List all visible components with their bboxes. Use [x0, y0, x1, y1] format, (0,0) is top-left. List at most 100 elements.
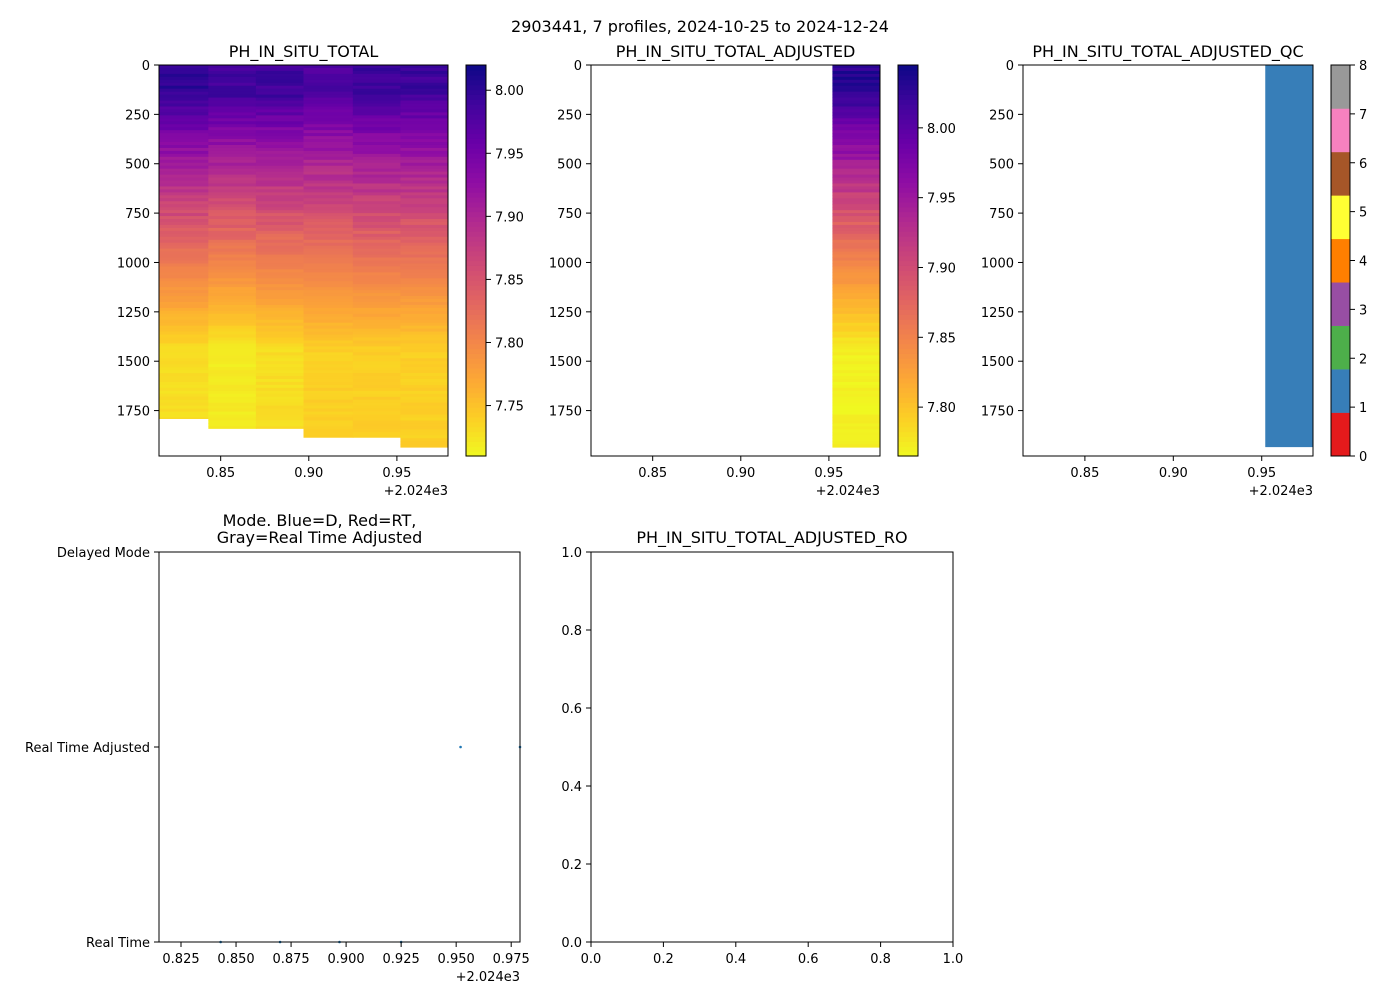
heatmap-cell — [159, 192, 209, 196]
heatmap-cell — [352, 417, 401, 421]
heatmap-cell — [832, 402, 881, 407]
colorbar-segment — [898, 338, 918, 345]
y-tick-label: 0.2 — [561, 858, 582, 873]
heatmap-cell — [208, 266, 257, 270]
heatmap-cell — [159, 221, 209, 226]
heatmap-cell — [400, 219, 449, 223]
heatmap-cell — [352, 189, 401, 193]
heatmap-cell — [352, 207, 401, 211]
heatmap-cell — [303, 245, 354, 250]
heatmap-cell — [832, 355, 881, 359]
heatmap-cell — [255, 293, 304, 297]
y-tick-label: 1250 — [549, 306, 582, 321]
heatmap-cell — [208, 361, 257, 365]
colorbar-segment — [466, 421, 486, 428]
heatmap-cell — [400, 310, 449, 315]
heatmap-cell — [303, 201, 354, 205]
heatmap-cell — [352, 420, 401, 424]
colorbar-tick-label: 7.75 — [495, 400, 524, 415]
heatmap-cell — [832, 343, 881, 347]
heatmap-cell — [832, 275, 881, 279]
heatmap-cell — [208, 216, 257, 220]
colorbar-segment — [466, 412, 486, 418]
heatmap-cell — [352, 245, 401, 250]
heatmap-cell — [352, 423, 401, 427]
heatmap-cell — [832, 221, 881, 226]
heatmap-cell — [208, 213, 257, 217]
heatmap-cell — [303, 287, 354, 291]
heatmap-cell — [255, 124, 304, 128]
heatmap-cell — [832, 370, 881, 374]
colorbar-segment — [466, 152, 486, 159]
heatmap-cell — [832, 381, 881, 386]
heatmap-cell — [255, 91, 304, 96]
colorbar-segment — [898, 216, 918, 222]
heatmap-cell — [352, 221, 401, 226]
heatmap-cell — [159, 355, 209, 359]
heatmap-cell — [303, 399, 354, 404]
heatmap-cell — [159, 133, 209, 137]
heatmap-cell — [208, 322, 257, 327]
heatmap-cell — [255, 319, 304, 324]
qc-colorbar-segment — [1331, 325, 1350, 370]
heatmap-cell — [255, 248, 304, 253]
heatmap-cell — [352, 272, 401, 276]
heatmap-cell — [255, 177, 304, 182]
heatmap-cell — [400, 370, 449, 374]
heatmap-cell — [352, 156, 401, 161]
y-tick-label: 1500 — [981, 355, 1014, 370]
colorbar-segment — [898, 89, 918, 95]
heatmap-cell — [159, 130, 209, 134]
y-tick-label: 500 — [557, 158, 582, 173]
heatmap-cell — [255, 82, 304, 87]
colorbar-segment — [466, 319, 486, 325]
heatmap-cell — [159, 233, 209, 238]
colorbar-segment — [898, 412, 918, 418]
colorbar-segment — [466, 94, 486, 100]
heatmap-cell — [832, 195, 881, 199]
heatmap-cell — [400, 180, 449, 184]
colorbar-segment — [898, 79, 918, 86]
heatmap-cell — [352, 103, 401, 107]
colorbar-segment — [898, 431, 918, 438]
heatmap-cell — [159, 331, 209, 336]
colorbar-segment — [898, 284, 918, 291]
mode-point — [459, 745, 462, 749]
heatmap-cell — [303, 364, 354, 368]
heatmap-cell — [832, 352, 881, 356]
heatmap-cell — [255, 213, 304, 217]
heatmap-cell — [208, 103, 257, 107]
heatmap-cell — [255, 171, 304, 176]
x-tick-label: 0.950 — [438, 952, 475, 967]
colorbar-segment — [466, 358, 486, 364]
heatmap-cell — [832, 325, 881, 330]
heatmap-cell — [208, 376, 257, 380]
heatmap-cell — [303, 310, 354, 315]
heatmap-cell — [208, 337, 257, 341]
colorbar-segment — [466, 392, 486, 398]
heatmap-cell — [303, 112, 354, 116]
heatmap-cell — [400, 304, 449, 309]
heatmap-cell — [255, 139, 304, 143]
heatmap-cell — [303, 156, 354, 161]
heatmap-cell — [159, 239, 209, 244]
heatmap-cell — [352, 201, 401, 205]
heatmap-cell — [303, 370, 354, 374]
colorbar-segment — [466, 69, 486, 76]
colorbar-tick-label: 5 — [1359, 206, 1367, 221]
heatmap-cell — [208, 162, 257, 167]
heatmap-cell — [400, 144, 449, 149]
heatmap-cell — [159, 147, 209, 152]
heatmap-cell — [303, 213, 354, 217]
colorbar-segment — [466, 245, 486, 252]
heatmap-cell — [208, 254, 257, 259]
heatmap-cell — [255, 180, 304, 184]
heatmap-cell — [400, 127, 449, 131]
heatmap-cell — [255, 224, 304, 229]
heatmap-cell — [832, 198, 881, 202]
heatmap-cell — [832, 180, 881, 184]
heatmap-cell — [208, 139, 257, 143]
heatmap-cell — [303, 316, 354, 321]
heatmap-cell — [255, 426, 304, 429]
heatmap-cell — [303, 103, 354, 107]
